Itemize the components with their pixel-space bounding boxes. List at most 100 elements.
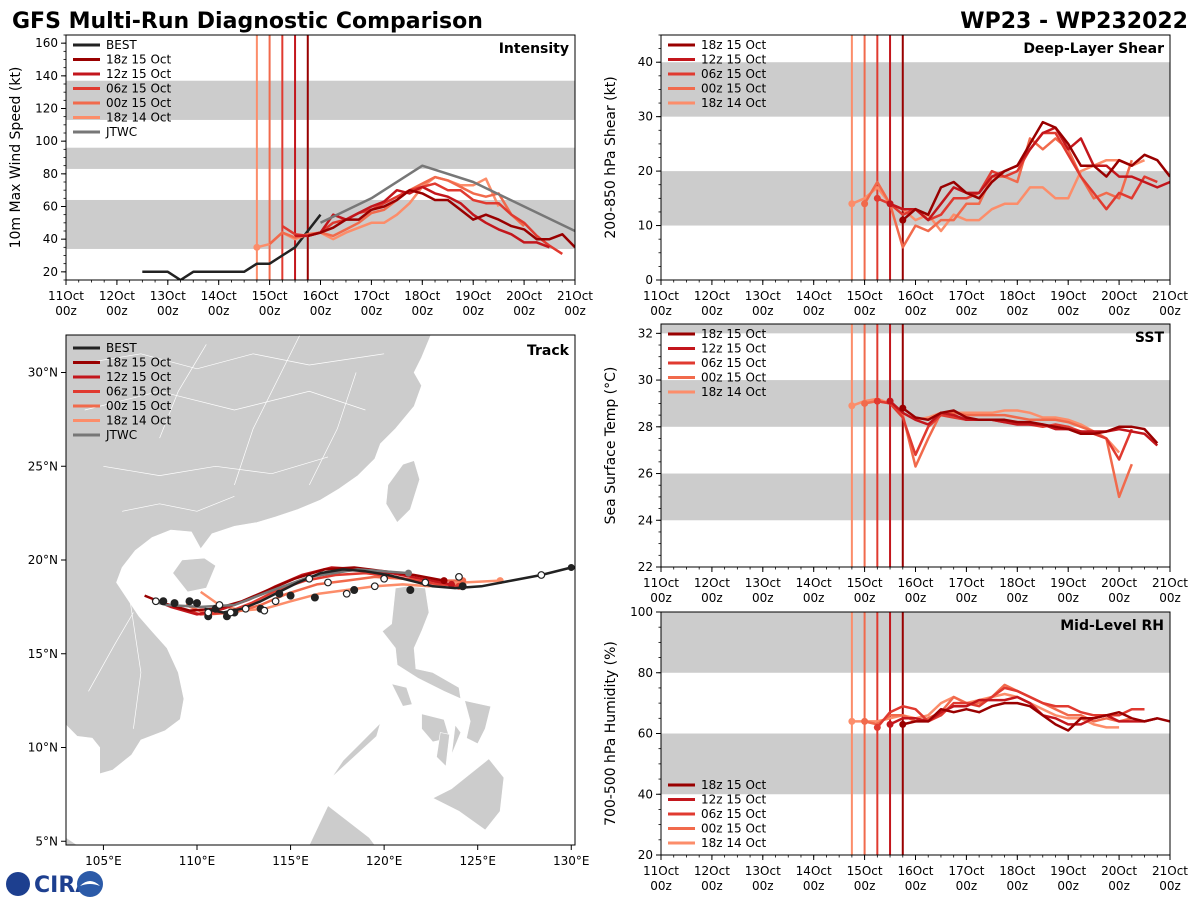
- x-tick-day: 19Oct: [1050, 576, 1086, 590]
- x-tick-hour: 00z: [701, 591, 723, 605]
- x-tick-day: 20Oct: [1101, 864, 1137, 878]
- track-marker-filled: [406, 586, 415, 594]
- x-tick-day: 21Oct: [1152, 576, 1188, 590]
- series-line: [901, 120, 1170, 222]
- y-tick-label: 40: [43, 232, 58, 246]
- track-marker-open: [226, 608, 235, 617]
- x-tick-hour: 00z: [956, 879, 978, 893]
- x-tick-day: 21Oct: [557, 289, 593, 303]
- x-tick-hour: 00z: [157, 304, 179, 318]
- border-line: [159, 344, 207, 439]
- y-tick-label: 100: [630, 605, 653, 619]
- y-tick-label: 80: [638, 666, 653, 680]
- x-tick-day: 11Oct: [643, 576, 679, 590]
- series-start-dot: [899, 720, 907, 728]
- legend-label: 18z 15 Oct: [106, 356, 172, 370]
- x-tick-hour: 00z: [208, 304, 230, 318]
- lon-tick-label: 115°E: [272, 854, 309, 868]
- taiwan-island: [385, 460, 421, 523]
- x-tick-hour: 00z: [1108, 879, 1130, 893]
- x-tick-day: 11Oct: [643, 289, 679, 303]
- hainan-island: [172, 557, 217, 593]
- track-marker-open: [271, 597, 280, 606]
- y-tick-label: 32: [638, 326, 653, 340]
- x-tick-day: 14Oct: [796, 289, 832, 303]
- x-tick-day: 16Oct: [897, 576, 933, 590]
- track-start-dot: [567, 564, 575, 571]
- x-tick-day: 17Oct: [948, 576, 984, 590]
- track-marker-filled: [310, 593, 319, 602]
- y-tick-label: 20: [43, 265, 58, 279]
- x-tick-hour: 00z: [513, 304, 535, 318]
- x-tick-hour: 00z: [650, 591, 672, 605]
- y-tick-label: 30: [638, 373, 653, 387]
- series-start-dot: [899, 404, 907, 412]
- x-tick-hour: 00z: [905, 879, 927, 893]
- legend-label: 18z 14 Oct: [701, 836, 767, 850]
- series-line: [851, 692, 1120, 729]
- x-tick-hour: 00z: [752, 879, 774, 893]
- panel-title: Intensity: [499, 41, 569, 57]
- cebu-island: [451, 724, 462, 756]
- x-tick-hour: 00z: [854, 879, 876, 893]
- series-start-dot: [886, 200, 894, 208]
- x-tick-hour: 00z: [701, 304, 723, 318]
- y-tick-label: 100: [35, 134, 58, 148]
- track-marker-filled: [458, 582, 467, 591]
- intensity-panel: 2040608010012014016011Oct00z12Oct00z13Oc…: [8, 34, 593, 318]
- border-line: [122, 495, 235, 512]
- series-start-dot: [861, 399, 869, 407]
- shaded-band: [66, 199, 575, 249]
- y-axis-label: Sea Surface Temp (°C): [603, 367, 619, 525]
- x-tick-hour: 00z: [1159, 879, 1181, 893]
- border-line: [84, 353, 385, 370]
- track-line: [204, 566, 572, 614]
- legend-label: 06z 15 Oct: [106, 385, 172, 399]
- series-start-dot: [886, 720, 894, 728]
- figure-title: GFS Multi-Run Diagnostic Comparison: [12, 9, 483, 34]
- legend-label: 12z 15 Oct: [701, 793, 767, 807]
- shaded-band: [661, 473, 1170, 521]
- mindoro-island: [391, 683, 413, 707]
- y-tick-label: 30: [638, 110, 653, 124]
- track-start-dot: [447, 580, 455, 588]
- x-tick-hour: 00z: [1108, 304, 1130, 318]
- series-start-dot: [873, 397, 881, 405]
- legend-label: 18z 15 Oct: [106, 53, 172, 67]
- luzon-island: [381, 585, 462, 700]
- x-tick-hour: 00z: [905, 591, 927, 605]
- legend-label: 18z 14 Oct: [701, 385, 767, 399]
- palawan-island: [331, 722, 381, 778]
- legend-label: 12z 15 Oct: [106, 370, 172, 384]
- y-axis-label: 200-850 hPa Shear (kt): [603, 76, 619, 238]
- border-line: [234, 335, 301, 486]
- track-marker-filled: [350, 586, 359, 594]
- track-marker-filled: [170, 599, 179, 608]
- track-marker-open: [537, 571, 546, 579]
- series-line: [889, 126, 1170, 222]
- y-tick-label: 0: [645, 273, 653, 287]
- legend-label: BEST: [106, 341, 137, 355]
- x-tick-day: 12Oct: [99, 289, 135, 303]
- legend-label: BEST: [106, 38, 137, 52]
- y-tick-label: 20: [638, 848, 653, 862]
- lat-tick-label: 30°N: [28, 366, 58, 380]
- y-tick-label: 22: [638, 560, 653, 574]
- legend-label: 18z 14 Oct: [701, 96, 767, 110]
- storm-id: WP23 - WP232022: [960, 9, 1188, 34]
- x-tick-hour: 00z: [462, 304, 484, 318]
- legend-label: 00z 15 Oct: [106, 399, 172, 413]
- lat-tick-label: 10°N: [28, 741, 58, 755]
- x-tick-day: 11Oct: [643, 864, 679, 878]
- x-tick-day: 15Oct: [252, 289, 288, 303]
- series-start-dot: [253, 243, 261, 251]
- x-tick-day: 14Oct: [796, 864, 832, 878]
- sst-panel: 22242628303211Oct00z12Oct00z13Oct00z14Oc…: [603, 323, 1188, 605]
- y-tick-label: 24: [638, 513, 653, 527]
- x-tick-day: 21Oct: [1152, 864, 1188, 878]
- series-line: [876, 686, 1145, 729]
- track-start-dot: [440, 577, 448, 585]
- legend-label: 12z 15 Oct: [701, 53, 767, 67]
- x-tick-day: 15Oct: [847, 864, 883, 878]
- series-start-dot: [848, 717, 856, 725]
